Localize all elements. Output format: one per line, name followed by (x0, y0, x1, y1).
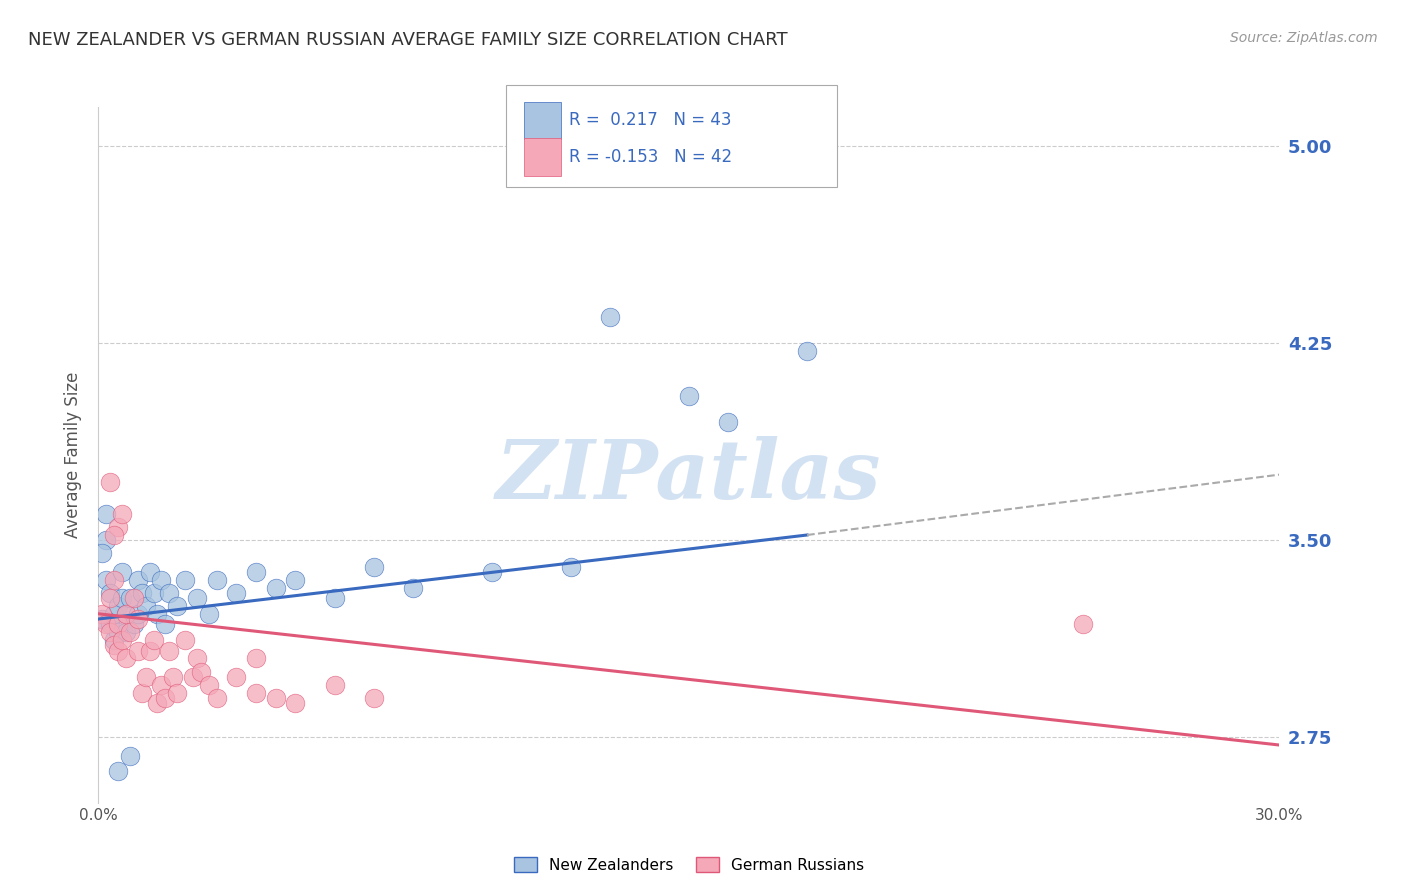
Point (186, 651, 208, 665)
Point (96, 573, 118, 587)
Point (118, 625, 141, 640)
Point (599, 310, 621, 324)
Point (174, 633, 197, 648)
Point (135, 670, 157, 684)
Point (107, 643, 129, 657)
Point (103, 633, 125, 648)
Point (131, 685, 153, 699)
Point (181, 670, 204, 684)
Point (96, 533, 118, 548)
Point (107, 617, 129, 632)
Point (118, 591, 141, 605)
Point (245, 651, 267, 665)
Point (127, 607, 149, 621)
Point (98, 586, 121, 600)
Point (115, 607, 138, 621)
Point (150, 573, 173, 587)
Point (166, 599, 188, 613)
Legend: New Zealanders, German Russians: New Zealanders, German Russians (508, 850, 870, 879)
Text: Source: ZipAtlas.com: Source: ZipAtlas.com (1230, 31, 1378, 45)
Point (111, 507, 134, 521)
Point (111, 633, 134, 648)
Point (118, 748, 141, 763)
Point (284, 696, 307, 710)
Point (166, 685, 188, 699)
Point (150, 678, 173, 692)
Point (111, 565, 134, 579)
Point (284, 573, 307, 587)
Point (717, 415, 740, 429)
Point (127, 573, 149, 587)
Point (323, 591, 346, 605)
Point (91, 612, 114, 626)
Point (560, 559, 582, 574)
Point (115, 651, 138, 665)
Point (363, 559, 385, 574)
Point (197, 607, 219, 621)
Point (91, 546, 114, 560)
Text: NEW ZEALANDER VS GERMAN RUSSIAN AVERAGE FAMILY SIZE CORRELATION CHART: NEW ZEALANDER VS GERMAN RUSSIAN AVERAGE … (28, 31, 787, 49)
Point (131, 586, 153, 600)
Point (122, 591, 145, 605)
Point (197, 678, 219, 692)
Point (135, 599, 157, 613)
Point (190, 665, 212, 679)
Point (103, 638, 125, 652)
Point (127, 612, 149, 626)
Point (127, 643, 149, 657)
Point (142, 633, 165, 648)
Point (91, 607, 114, 621)
Point (796, 344, 818, 359)
Point (103, 607, 125, 621)
Point (323, 678, 346, 692)
Point (481, 565, 503, 579)
Point (205, 690, 228, 705)
Point (107, 764, 129, 779)
Point (363, 690, 385, 705)
Point (142, 586, 165, 600)
Point (155, 617, 177, 632)
Point (107, 520, 129, 534)
Point (264, 690, 287, 705)
Point (98, 475, 121, 490)
Point (103, 528, 125, 542)
Point (107, 625, 129, 640)
Point (186, 591, 208, 605)
Y-axis label: Average Family Size: Average Family Size (65, 372, 83, 538)
Text: R =  0.217   N = 43: R = 0.217 N = 43 (569, 112, 733, 129)
Point (122, 617, 145, 632)
Point (225, 670, 247, 684)
Point (98, 591, 121, 605)
Point (157, 643, 180, 657)
Point (174, 573, 197, 587)
Point (245, 685, 267, 699)
Point (402, 581, 425, 595)
Point (146, 696, 169, 710)
Point (1071, 617, 1094, 632)
Text: ZIPatlas: ZIPatlas (496, 436, 882, 516)
Point (115, 607, 138, 621)
Point (138, 643, 160, 657)
Text: R = -0.153   N = 42: R = -0.153 N = 42 (569, 148, 733, 166)
Point (98, 625, 121, 640)
Point (111, 591, 134, 605)
Point (96, 507, 118, 521)
Point (98, 617, 121, 632)
Point (146, 607, 169, 621)
Point (205, 573, 228, 587)
Point (155, 690, 177, 705)
Point (96, 617, 118, 632)
Point (107, 599, 129, 613)
Point (103, 573, 125, 587)
Point (157, 586, 180, 600)
Point (245, 565, 267, 579)
Point (115, 625, 138, 640)
Point (264, 581, 287, 595)
Point (225, 586, 247, 600)
Point (138, 565, 160, 579)
Point (678, 389, 700, 403)
Point (162, 670, 184, 684)
